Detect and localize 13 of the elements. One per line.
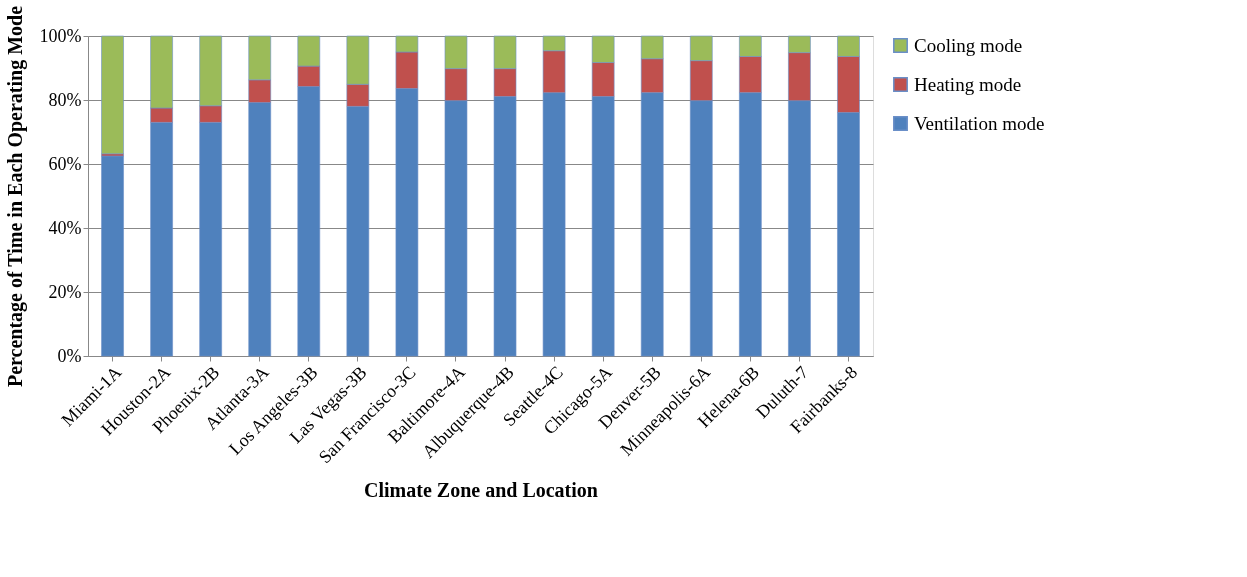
x-axis-title: Climate Zone and Location bbox=[364, 479, 598, 502]
y-axis-title: Percentage of Time in Each Operating Mode bbox=[3, 5, 27, 388]
y-tick-label: 100% bbox=[39, 25, 82, 46]
legend-label: Cooling mode bbox=[914, 34, 1023, 56]
bar bbox=[101, 35, 125, 155]
y-tick-label: 40% bbox=[48, 217, 82, 238]
y-tick-label: 0% bbox=[57, 345, 82, 366]
legend-label: Heating mode bbox=[914, 73, 1022, 95]
bar bbox=[101, 155, 125, 357]
y-tick-label: 20% bbox=[48, 281, 82, 302]
y-tick-label: 80% bbox=[48, 89, 82, 110]
legend-label: Ventilation mode bbox=[914, 112, 1045, 134]
y-tick-label: 60% bbox=[48, 153, 82, 174]
